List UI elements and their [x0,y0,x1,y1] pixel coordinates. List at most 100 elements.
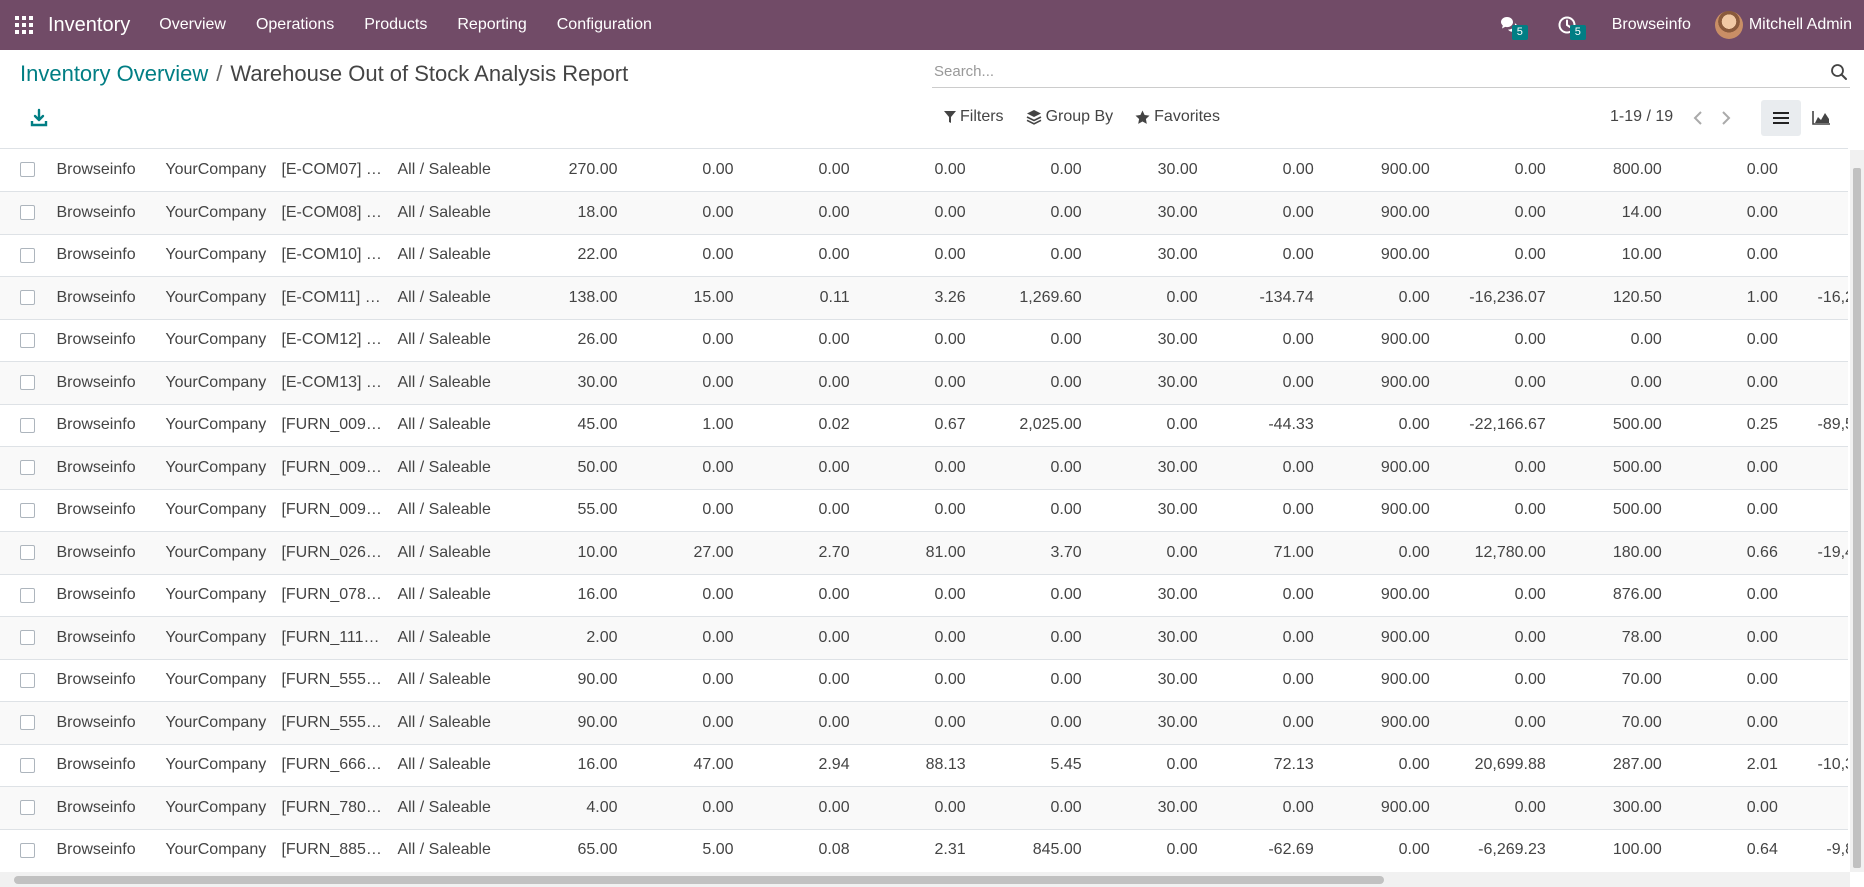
group-by-label: Group By [1045,108,1114,125]
row-select-cell [0,234,51,277]
graph-view-button[interactable] [1801,100,1841,136]
table-cell: 0.00 [623,574,740,617]
table-cell: 0.00 [1203,659,1320,702]
row-checkbox[interactable] [20,672,35,688]
horizontal-scrollbar[interactable] [0,872,1850,887]
download-icon[interactable] [30,108,48,128]
search-input[interactable] [932,63,1830,80]
row-select-cell [0,616,51,660]
menu-reporting[interactable]: Reporting [457,16,527,33]
row-checkbox[interactable] [20,715,35,731]
table-cell: 70.00 [1551,659,1668,702]
table-cell: 900.00 [1319,234,1436,277]
table-cell: 0.00 [971,446,1088,490]
row-checkbox[interactable] [20,545,35,561]
table-cell: 0.00 [1783,574,1848,617]
user-menu[interactable]: Mitchell Admin [1703,11,1864,39]
menu-configuration[interactable]: Configuration [556,16,652,33]
menu-products[interactable]: Products [364,16,428,33]
activities-button[interactable]: 5 [1546,16,1588,40]
table-cell: -6,269.23 [1435,829,1552,870]
row-select-cell [0,701,51,745]
table-cell: 0.00 [1319,404,1436,447]
table-cell: 0.00 [739,234,856,277]
row-checkbox[interactable] [20,247,35,263]
table-cell: 900.00 [1319,319,1436,362]
table-cell: 0.00 [1087,404,1204,447]
menu-overview[interactable]: Overview [159,16,226,33]
table-cell: 0.00 [1667,616,1784,660]
table-cell: 0.00 [971,701,1088,745]
chevron-right-icon[interactable] [1718,108,1734,128]
row-checkbox[interactable] [20,502,35,518]
table-cell: 0.00 [855,616,972,660]
table-cell: [E-COM07] Large Cabinet [275,149,392,192]
table-cell: 0.00 [623,659,740,702]
apps-grid-icon[interactable] [15,16,33,34]
row-checkbox[interactable] [20,757,35,773]
table-cell: 0.00 [1319,531,1436,575]
row-checkbox[interactable] [20,587,35,603]
table-cell: 0.00 [855,786,972,830]
table-cell: 0.00 [1667,574,1784,617]
vertical-scroll-thumb[interactable] [1853,168,1861,868]
row-checkbox[interactable] [20,630,35,646]
table-cell: 0.00 [1087,829,1204,870]
vertical-scrollbar[interactable] [1850,150,1864,872]
row-checkbox[interactable] [20,332,35,348]
breadcrumb-inventory-overview[interactable]: Inventory Overview [20,61,209,86]
table-cell: 0.00 [971,149,1088,192]
row-checkbox[interactable] [20,290,35,306]
app-name[interactable]: Inventory [48,13,131,36]
table-cell: All / Saleable [391,191,508,235]
list-view-button[interactable] [1761,100,1801,136]
chevron-left-icon[interactable] [1690,108,1706,128]
table-cell: 0.11 [739,276,856,320]
row-checkbox[interactable] [20,842,35,858]
favorites-button[interactable]: Favorites [1135,108,1220,126]
horizontal-scroll-thumb[interactable] [14,876,1384,884]
company-switcher[interactable]: Browseinfo [1611,16,1691,33]
table-cell: 78.00 [1551,616,1668,660]
table-body: Browseinfo YourCompany [E-COM07] Large Cab… [0,149,1848,870]
table-cell: 0.00 [855,446,972,490]
table-cell: 14.00 [1551,191,1668,235]
table-cell: 0.00 [623,786,740,830]
row-checkbox[interactable] [20,375,35,391]
row-checkbox[interactable] [20,417,35,433]
table-cell: YourCompany [159,531,276,575]
row-checkbox[interactable] [20,162,35,178]
table-cell: 0.00 [1783,234,1848,277]
table-cell: YourCompany [159,574,276,617]
page-title: Warehouse Out of Stock Analysis Report [230,61,629,86]
pager-value[interactable]: 1-19 / 19 [1610,108,1674,125]
messages-button[interactable]: 5 [1488,16,1532,40]
search-icon[interactable] [1830,63,1848,81]
filters-button[interactable]: Filters [944,108,1004,126]
table-cell: [E-COM11] Cabinet with Doors [275,276,392,320]
group-by-button[interactable]: Group By [1026,108,1114,126]
row-checkbox[interactable] [20,460,35,476]
menu-operations[interactable]: Operations [255,16,335,33]
table-cell: Browseinfo [50,191,160,235]
row-checkbox[interactable] [20,800,35,816]
table-cell: 0.00 [739,616,856,660]
row-checkbox[interactable] [20,205,35,221]
